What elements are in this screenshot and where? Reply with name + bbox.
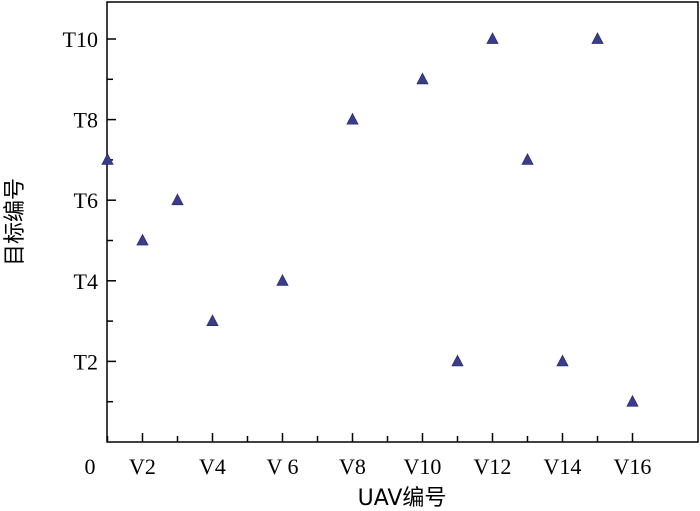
- x-tick-label: V10: [404, 454, 442, 479]
- x-tick-label: V14: [544, 454, 582, 479]
- x-tick-label: V 6: [267, 454, 299, 479]
- data-point: [171, 193, 184, 206]
- y-tick-label: T2: [74, 349, 98, 374]
- data-point: [416, 72, 429, 85]
- x-tick-label: V2: [129, 454, 156, 479]
- data-point: [486, 32, 499, 44]
- x-tick-label: 0: [85, 454, 96, 479]
- tick-labels: 0 V2 V4 V 6 V8 V10 V12 V14 V16 T2 T4 T6 T8 T10: [63, 27, 652, 479]
- data-point: [101, 153, 114, 165]
- data-points: [101, 32, 639, 407]
- data-point: [626, 394, 639, 407]
- x-tick-label: V16: [614, 454, 652, 479]
- x-axis-title: UAV编号: [358, 486, 447, 511]
- x-tick-label: V4: [199, 454, 226, 479]
- data-point: [206, 314, 219, 327]
- y-tick-label: T8: [74, 108, 98, 133]
- data-point: [556, 354, 569, 367]
- data-point: [346, 112, 359, 125]
- data-point: [591, 32, 604, 44]
- plot-frame: [106, 1, 699, 443]
- data-point: [276, 273, 289, 286]
- axis-ticks: [106, 38, 634, 442]
- data-point: [521, 153, 534, 165]
- data-point: [451, 354, 464, 367]
- y-tick-label: T10: [63, 27, 98, 52]
- x-tick-label: V8: [339, 454, 366, 479]
- y-axis-title: 目标编号: [3, 178, 28, 266]
- data-point: [136, 233, 149, 246]
- y-tick-label: T6: [74, 188, 98, 213]
- y-tick-label: T4: [74, 269, 98, 294]
- x-tick-label: V12: [474, 454, 512, 479]
